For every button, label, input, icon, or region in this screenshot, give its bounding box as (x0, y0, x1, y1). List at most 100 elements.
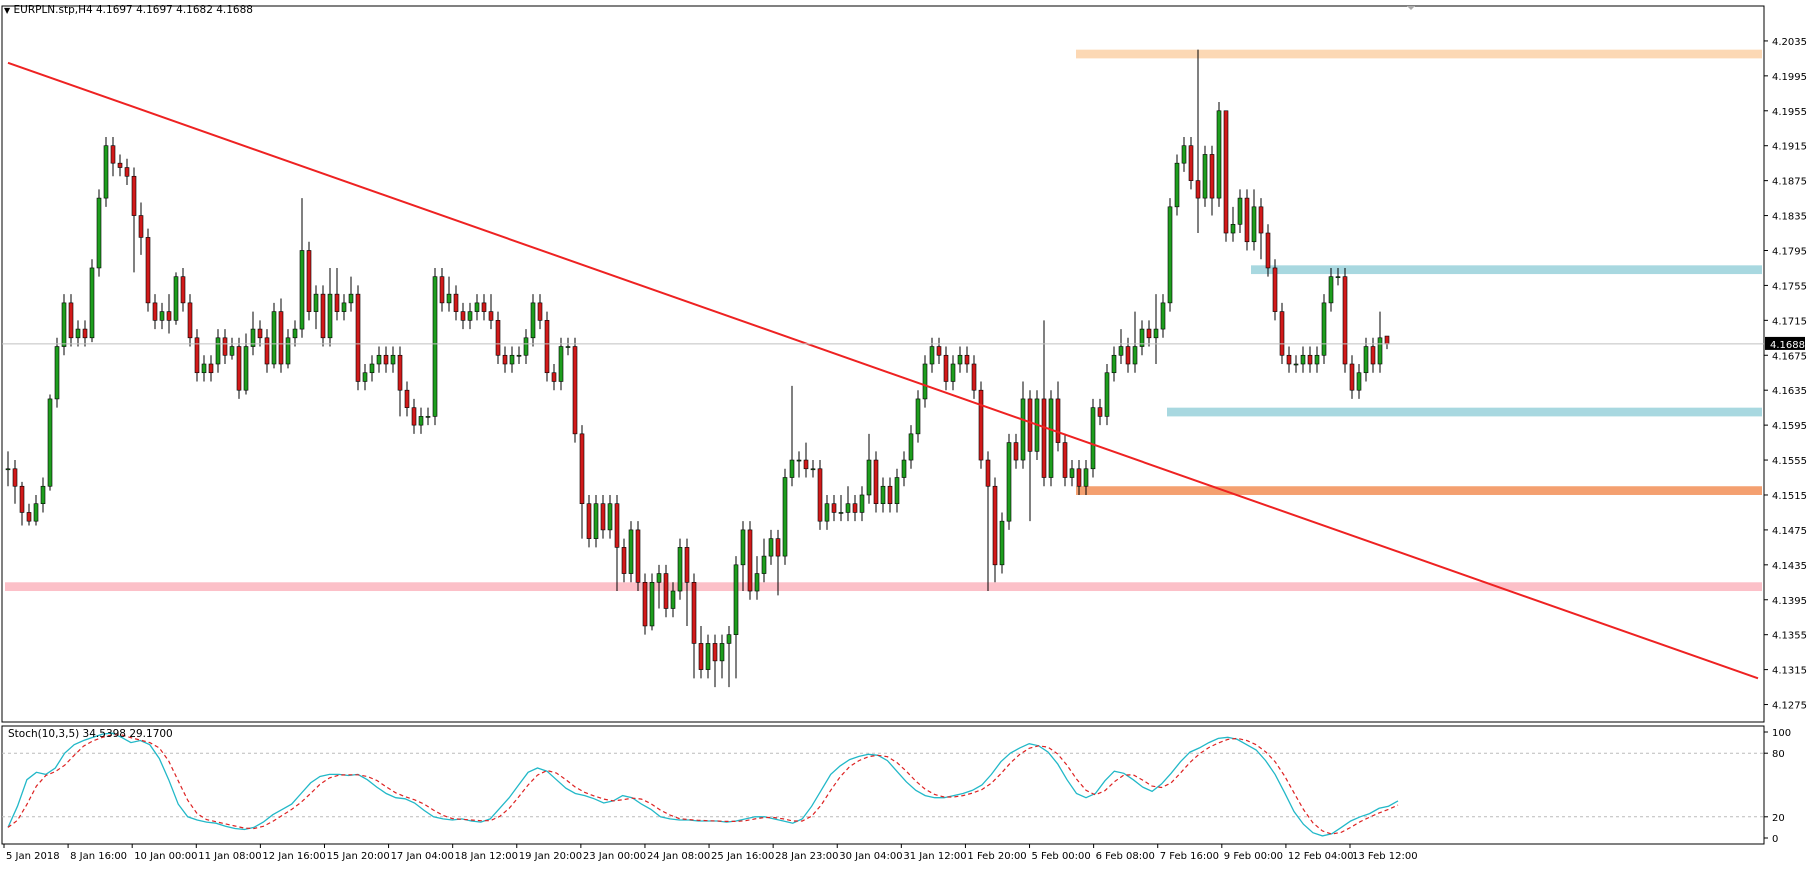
candle-body (684, 547, 690, 583)
candle (1111, 346, 1117, 382)
candle-body (600, 503, 606, 531)
candle-body (495, 320, 501, 356)
candle-body (1300, 354, 1306, 365)
candle (1041, 320, 1047, 487)
collapse-arrow-icon[interactable]: ▼ (4, 6, 11, 15)
candle (495, 311, 501, 364)
candle (502, 346, 508, 373)
candle-body (1356, 372, 1362, 391)
candle (1146, 320, 1152, 347)
candle-body (1013, 442, 1019, 461)
candle-body (180, 276, 186, 304)
x-tick-label: 12 Jan 16:00 (262, 851, 325, 862)
candle (208, 355, 214, 382)
candle-body (992, 485, 998, 566)
candle-body (740, 529, 746, 566)
candle-body (1272, 267, 1278, 312)
candle (439, 267, 445, 312)
candle-body (544, 320, 550, 374)
candle-body (432, 276, 438, 417)
y-tick-label: 4.1915 (1772, 142, 1807, 153)
candle-body (481, 302, 487, 312)
trendline[interactable] (7, 61, 1759, 680)
candle (1048, 390, 1054, 487)
candle (229, 337, 235, 360)
candle (565, 337, 571, 356)
candle-body (110, 145, 116, 164)
candle-body (936, 346, 942, 356)
candle-body (866, 459, 872, 496)
candle-body (1132, 346, 1138, 365)
x-tick-label: 19 Jan 20:00 (519, 851, 582, 862)
candle-body (950, 363, 956, 382)
y-tick-label: 4.1475 (1772, 526, 1807, 537)
candle (971, 355, 977, 399)
candle (621, 538, 627, 583)
candle-body (656, 573, 662, 583)
candle-body (418, 416, 424, 426)
candle (166, 294, 172, 334)
x-tick-label: 1 Feb 20:00 (967, 851, 1026, 862)
candle-body (138, 215, 144, 238)
candle (782, 468, 788, 565)
y-tick-label: 4.1635 (1772, 386, 1807, 397)
candle-body (1055, 398, 1061, 443)
candle (201, 355, 207, 382)
y-tick-label: 4.1315 (1772, 666, 1807, 677)
candle-body (1076, 468, 1082, 487)
candle (1307, 346, 1313, 373)
y-tick-label: 4.1675 (1772, 351, 1807, 362)
candle-body (68, 302, 74, 339)
candle-body (1083, 468, 1089, 487)
candle (47, 394, 53, 491)
candle (873, 451, 879, 513)
candle (1181, 136, 1187, 172)
candle-body (572, 346, 578, 435)
zone-blue-upper (1251, 265, 1762, 275)
candle-body (901, 459, 907, 478)
candle (446, 276, 452, 312)
candle-body (915, 398, 921, 435)
candle-body (789, 459, 795, 478)
x-tick-label: 28 Jan 23:00 (775, 851, 838, 862)
candle (334, 267, 340, 321)
candle-body (593, 503, 599, 539)
candle-body (404, 389, 410, 408)
candle-body (859, 494, 865, 513)
chart-shift-marker-icon[interactable] (1407, 6, 1415, 10)
candle (768, 529, 774, 565)
candle (1195, 49, 1201, 234)
candle (1377, 311, 1383, 373)
candle (75, 320, 81, 347)
candle-body (1335, 276, 1341, 278)
candle-body (362, 372, 368, 382)
candle (1209, 145, 1215, 216)
candle (1202, 145, 1208, 207)
stochastic-panel-frame (1, 725, 1765, 845)
y-tick-label: 4.1835 (1772, 212, 1807, 223)
candle-body (243, 346, 249, 391)
candle (992, 477, 998, 583)
candle (264, 329, 270, 373)
candle-body (1125, 346, 1131, 365)
candle (110, 136, 116, 177)
candle (1062, 433, 1068, 487)
candle (1020, 381, 1026, 469)
x-tick-label: 31 Jan 12:00 (903, 851, 966, 862)
candle (1328, 267, 1334, 312)
x-tick-label: 23 Jan 00:00 (583, 851, 646, 862)
candle (950, 355, 956, 391)
candle-body (831, 503, 837, 513)
candle-body (502, 354, 508, 365)
candle (1300, 346, 1306, 373)
candle-body (649, 581, 655, 627)
candle (299, 198, 305, 338)
candle (544, 311, 550, 382)
y-tick-label: 4.1995 (1772, 72, 1807, 83)
candle (369, 355, 375, 382)
candle-body (999, 520, 1005, 566)
candle (194, 329, 200, 382)
candle (250, 311, 256, 356)
